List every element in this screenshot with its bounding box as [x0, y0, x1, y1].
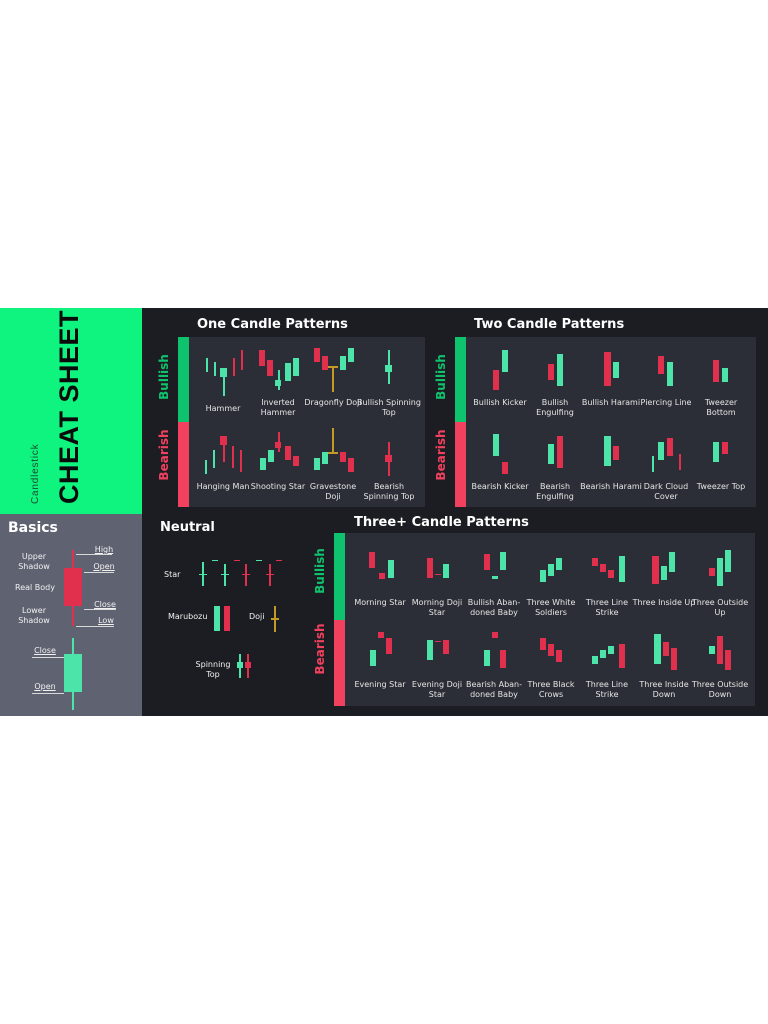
cheat-sheet: Candlestick CHEAT SHEET Basics Upper Sha… [0, 308, 768, 716]
two-candle-panel [466, 337, 756, 507]
basics-title: Basics [8, 520, 58, 536]
pattern-caption: Inverted Hammer [260, 398, 296, 417]
neutral-marubozu-label: Marubozu [168, 612, 208, 621]
open-label: Open [93, 562, 115, 571]
pattern-caption: Bearish Spinning Top [363, 482, 415, 501]
neutral-title: Neutral [160, 520, 215, 535]
pattern-caption: Shooting Star [250, 482, 306, 491]
bearish-bar [334, 620, 345, 706]
bullish-label: Bullish [313, 548, 327, 594]
pattern-caption: Bearish Kicker [471, 482, 529, 491]
green-candle-body [64, 654, 82, 692]
bearish-bar [178, 422, 189, 507]
three-candle-panel [345, 533, 755, 706]
pattern-caption: Hanging Man [196, 482, 250, 491]
pattern-caption: Evening Doji Star [411, 680, 463, 699]
basics-panel: Basics Upper Shadow Real Body Lower Shad… [0, 514, 142, 716]
title-main: CHEAT SHEET [54, 309, 84, 504]
pattern-caption: Dragonfly Doji [304, 398, 362, 407]
pattern-caption: Bearish Harami [580, 482, 642, 491]
bullish-bar [334, 533, 345, 620]
pattern-caption: Three Line Strike [585, 680, 629, 699]
neutral-doji-label: Doji [249, 612, 265, 621]
neutral-spinning-top-label: Spinning Top [195, 660, 231, 679]
two-candle-title: Two Candle Patterns [474, 317, 625, 332]
bullish-label: Bullish [434, 354, 448, 400]
bullish-bar [178, 337, 189, 422]
bearish-bar [455, 422, 466, 507]
pattern-caption: Bullish Kicker [473, 398, 527, 407]
title-subtitle: Candlestick [30, 443, 41, 505]
upper-shadow-label: Upper Shadow [18, 552, 50, 571]
open-label-2: Open [34, 682, 56, 691]
close-label: Close [94, 600, 116, 609]
pattern-caption: Bullish Spinning Top [357, 398, 421, 417]
pattern-caption: Dark Cloud Cover [643, 482, 689, 501]
title-panel: Candlestick CHEAT SHEET [0, 308, 142, 514]
pattern-caption: Three Black Crows [527, 680, 575, 699]
low-label: Low [98, 616, 114, 625]
pattern-caption: Three White Soldiers [526, 598, 576, 617]
pattern-caption: Three Inside Up [632, 598, 696, 607]
three-candle-title: Three+ Candle Patterns [354, 515, 529, 530]
red-candle-body [64, 568, 82, 606]
lower-shadow-label: Lower Shadow [18, 606, 50, 625]
neutral-star-label: Star [164, 570, 181, 579]
one-candle-title: One Candle Patterns [197, 317, 348, 332]
close-label-2: Close [34, 646, 56, 655]
pattern-caption: Gravestone Doji [309, 482, 357, 501]
pattern-caption: Bullish Harami [581, 398, 641, 407]
pattern-caption: Three Inside Down [639, 680, 689, 699]
pattern-caption: Morning Star [354, 598, 406, 607]
pattern-caption: Evening Star [354, 680, 406, 689]
bearish-label: Bearish [313, 623, 327, 675]
pattern-caption: Three Line Strike [585, 598, 629, 617]
pattern-caption: Morning Doji Star [411, 598, 463, 617]
pattern-caption: Bearish Aban-doned Baby [465, 680, 522, 699]
pattern-caption: Bullish Aban-doned Baby [467, 598, 521, 617]
bullish-bar [455, 337, 466, 422]
bearish-label: Bearish [434, 429, 448, 481]
real-body-label: Real Body [15, 583, 55, 592]
pattern-caption: Bearish Engulfing [536, 482, 574, 501]
bullish-label: Bullish [157, 354, 171, 400]
pattern-caption: Tweezer Top [696, 482, 746, 491]
pattern-caption: Three Outside Up [691, 598, 749, 617]
pattern-caption: Hammer [205, 404, 241, 413]
pattern-caption: Piercing Line [640, 398, 692, 407]
bearish-label: Bearish [157, 429, 171, 481]
pattern-caption: Bullish Engulfing [536, 398, 574, 417]
pattern-caption: Tweezer Bottom [704, 398, 738, 417]
pattern-caption: Three Outside Down [691, 680, 749, 699]
high-label: High [94, 545, 114, 554]
